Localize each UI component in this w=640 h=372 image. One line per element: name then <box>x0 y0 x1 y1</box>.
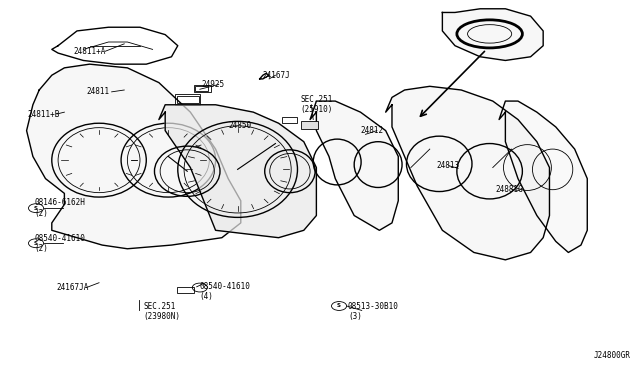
Text: J24800GR: J24800GR <box>593 351 630 360</box>
Bar <box>301 121 318 129</box>
Text: 08146-6162H
(2): 08146-6162H (2) <box>34 198 85 218</box>
Text: S: S <box>337 304 341 308</box>
Text: 08513-30B10
(3): 08513-30B10 (3) <box>348 302 399 321</box>
Text: 24850: 24850 <box>228 121 252 129</box>
Text: 24813: 24813 <box>436 161 460 170</box>
Bar <box>177 287 194 293</box>
Bar <box>193 85 211 92</box>
Text: S: S <box>34 241 38 246</box>
Text: 24812: 24812 <box>360 126 383 135</box>
Bar <box>282 116 298 123</box>
Bar <box>195 86 208 91</box>
Polygon shape <box>159 105 316 238</box>
Bar <box>175 94 200 105</box>
Polygon shape <box>310 101 398 230</box>
Polygon shape <box>386 86 550 260</box>
Text: 24811: 24811 <box>86 87 109 96</box>
Text: 24167J: 24167J <box>263 71 291 80</box>
Text: 24881G: 24881G <box>496 185 524 194</box>
Polygon shape <box>27 64 241 249</box>
Text: 08540-41610
(4): 08540-41610 (4) <box>200 282 251 301</box>
Polygon shape <box>442 9 543 61</box>
Text: SEC.251
(23980N): SEC.251 (23980N) <box>143 302 180 321</box>
Polygon shape <box>499 101 588 253</box>
Text: S: S <box>34 206 38 211</box>
Text: 24811+B: 24811+B <box>28 109 60 119</box>
Text: 08540-41610
(2): 08540-41610 (2) <box>34 234 85 253</box>
Text: SEC.251
(25910): SEC.251 (25910) <box>301 95 333 115</box>
Text: 24167JA: 24167JA <box>57 283 89 292</box>
Text: 24811+A: 24811+A <box>74 47 106 56</box>
Polygon shape <box>52 27 178 64</box>
Bar <box>177 96 198 103</box>
Text: 24925: 24925 <box>202 80 225 89</box>
